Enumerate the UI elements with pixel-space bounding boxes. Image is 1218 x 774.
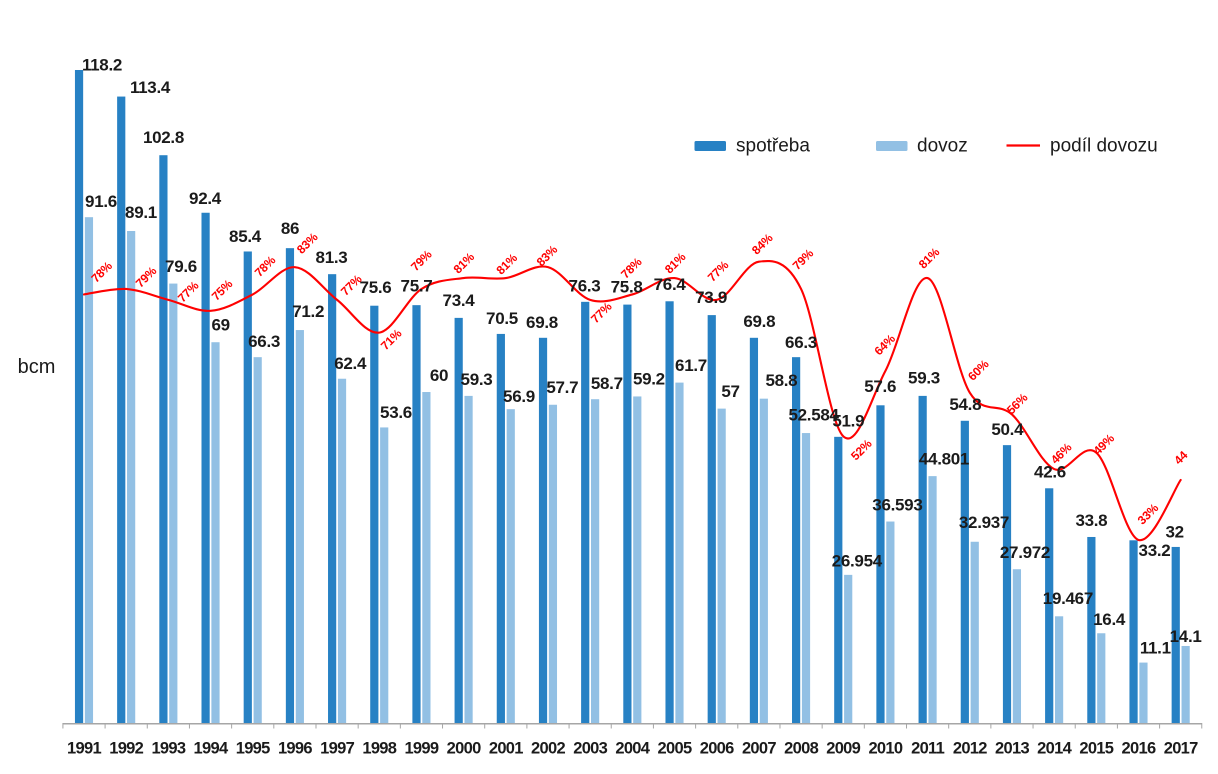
svg-text:113.4: 113.4	[130, 78, 171, 97]
svg-text:1997: 1997	[320, 740, 354, 758]
svg-text:1999: 1999	[404, 740, 438, 758]
svg-text:19.467: 19.467	[1043, 589, 1093, 608]
svg-text:57.6: 57.6	[864, 377, 896, 396]
svg-text:2011: 2011	[911, 740, 945, 758]
svg-text:2009: 2009	[826, 740, 860, 758]
svg-text:59.2: 59.2	[633, 370, 665, 389]
svg-text:73.4: 73.4	[443, 291, 476, 310]
svg-text:33.2: 33.2	[1139, 541, 1171, 560]
svg-text:44.801: 44.801	[919, 450, 969, 469]
svg-text:61.7: 61.7	[675, 356, 707, 375]
svg-text:85.4: 85.4	[229, 227, 262, 246]
svg-text:2015: 2015	[1079, 740, 1113, 758]
svg-text:69.8: 69.8	[743, 312, 775, 331]
svg-text:76.4: 76.4	[654, 275, 687, 294]
svg-text:70.5: 70.5	[486, 309, 518, 328]
svg-text:69: 69	[212, 316, 230, 335]
svg-text:1996: 1996	[278, 740, 312, 758]
svg-text:51.9: 51.9	[832, 412, 864, 431]
svg-text:71.2: 71.2	[292, 302, 324, 321]
svg-text:32.937: 32.937	[959, 513, 1009, 532]
svg-text:2003: 2003	[573, 740, 607, 758]
svg-text:26.954: 26.954	[832, 552, 883, 571]
svg-text:79.6: 79.6	[165, 257, 197, 276]
svg-text:69.8: 69.8	[526, 313, 558, 332]
svg-text:75.8: 75.8	[611, 278, 643, 297]
svg-text:59.3: 59.3	[908, 369, 940, 388]
svg-text:76.3: 76.3	[569, 277, 601, 296]
svg-text:16.4: 16.4	[1093, 610, 1126, 629]
svg-text:2017: 2017	[1164, 740, 1198, 758]
svg-text:59.3: 59.3	[461, 370, 493, 389]
svg-text:60: 60	[430, 366, 448, 385]
svg-text:dovoz: dovoz	[917, 136, 968, 157]
svg-text:2013: 2013	[995, 740, 1029, 758]
svg-text:91.6: 91.6	[85, 192, 117, 211]
svg-text:57.7: 57.7	[546, 378, 578, 397]
svg-text:66.3: 66.3	[248, 332, 280, 351]
svg-text:27.972: 27.972	[1000, 543, 1050, 562]
svg-text:102.8: 102.8	[143, 128, 184, 147]
svg-text:2002: 2002	[531, 740, 565, 758]
svg-text:podíl dovozu: podíl dovozu	[1050, 136, 1158, 157]
svg-text:2006: 2006	[700, 740, 734, 758]
svg-text:86: 86	[281, 219, 299, 238]
svg-text:2007: 2007	[742, 740, 776, 758]
svg-text:53.6: 53.6	[380, 403, 412, 422]
svg-text:36.593: 36.593	[872, 496, 922, 515]
svg-text:75.6: 75.6	[360, 278, 392, 297]
svg-text:1992: 1992	[109, 740, 143, 758]
svg-text:2008: 2008	[784, 740, 818, 758]
svg-text:1991: 1991	[67, 740, 101, 758]
svg-text:1998: 1998	[362, 740, 396, 758]
svg-text:2010: 2010	[868, 740, 902, 758]
svg-text:52.584: 52.584	[788, 406, 839, 425]
svg-text:50.4: 50.4	[991, 420, 1024, 439]
svg-text:11.1: 11.1	[1140, 639, 1171, 658]
svg-text:2012: 2012	[953, 740, 987, 758]
svg-text:58.7: 58.7	[591, 374, 623, 393]
svg-text:2004: 2004	[615, 740, 650, 758]
svg-text:2000: 2000	[447, 740, 481, 758]
svg-text:75.7: 75.7	[401, 277, 433, 296]
svg-text:1993: 1993	[151, 740, 185, 758]
svg-text:bcm: bcm	[18, 356, 56, 378]
svg-text:33.8: 33.8	[1075, 511, 1107, 530]
svg-text:2014: 2014	[1037, 740, 1072, 758]
svg-text:56.9: 56.9	[503, 387, 535, 406]
svg-text:spotřeba: spotřeba	[736, 136, 810, 157]
svg-text:42.6: 42.6	[1034, 463, 1066, 482]
svg-text:81.3: 81.3	[316, 248, 348, 267]
svg-text:14.1: 14.1	[1170, 627, 1202, 646]
svg-text:2016: 2016	[1122, 740, 1156, 758]
svg-text:118.2: 118.2	[82, 56, 122, 75]
svg-text:1994: 1994	[194, 740, 229, 758]
svg-text:58.8: 58.8	[765, 371, 797, 390]
svg-text:92.4: 92.4	[189, 189, 222, 208]
svg-text:32: 32	[1165, 523, 1183, 542]
svg-text:2005: 2005	[658, 740, 692, 758]
svg-text:62.4: 62.4	[334, 354, 367, 373]
svg-text:54.8: 54.8	[949, 395, 981, 414]
svg-text:73.9: 73.9	[695, 288, 727, 307]
svg-text:2001: 2001	[489, 740, 523, 758]
svg-text:57: 57	[721, 382, 739, 401]
svg-text:89.1: 89.1	[125, 203, 157, 222]
svg-text:66.3: 66.3	[785, 333, 817, 352]
svg-text:1995: 1995	[236, 740, 270, 758]
